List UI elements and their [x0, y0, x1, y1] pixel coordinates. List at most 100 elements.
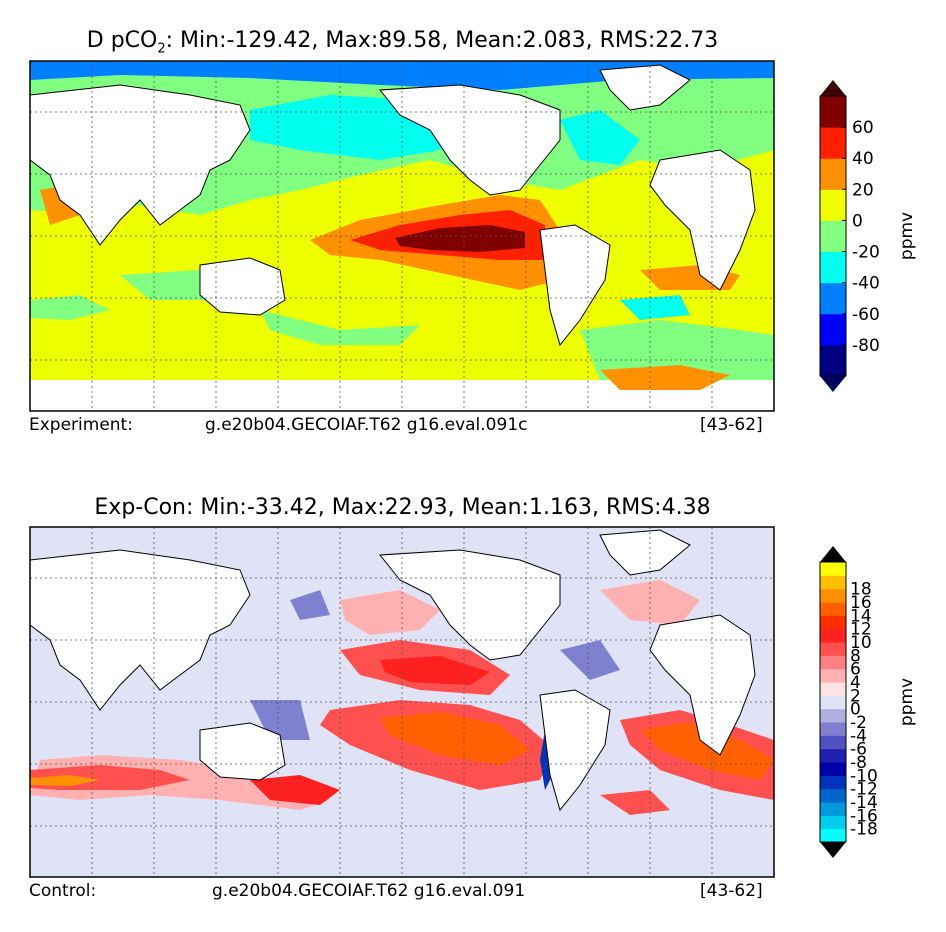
colorbar-tick-label: -2 [850, 713, 867, 733]
bottom-footer-left: Control: [29, 881, 97, 901]
north-pacific-darkred [380, 656, 490, 685]
colorbar-tick-label: 4 [850, 673, 861, 693]
colorbar-tick-label: -10 [850, 766, 878, 786]
colorbar-bin [820, 96, 846, 128]
gulf-blue [560, 640, 620, 680]
bottom-footer-right: [43-62] [700, 881, 763, 901]
colorbar-bin [820, 802, 846, 816]
colorbar-tick-label: -80 [852, 336, 880, 356]
north-atlantic-cyan [560, 110, 640, 165]
top-footer-right: [43-62] [700, 415, 763, 435]
colorbar-bin [820, 775, 846, 790]
bottom-plot-title: Exp-Con: Min:-33.42, Max:22.93, Mean:1.1… [94, 495, 711, 520]
colorbar-extend-high [820, 80, 846, 96]
colorbar-tick-label: 14 [850, 606, 872, 626]
south-atlantic-green [580, 320, 774, 380]
colorbar-bin [820, 562, 846, 576]
colorbar-bin [820, 695, 846, 710]
colorbar-bin [820, 655, 846, 670]
colorbar-tick-label: 60 [852, 118, 874, 138]
colorbar-extend-high [820, 546, 846, 562]
top-footer-center: g.e20b04.GECOIAF.T62 g16.eval.091c [205, 415, 528, 435]
africa [649, 614, 756, 756]
tasman-red [250, 775, 340, 805]
south-pacific-green [260, 310, 420, 345]
colorbar-bin [820, 220, 846, 253]
colorbar-tick-label: 6 [850, 660, 861, 680]
colorbar-bin [820, 602, 846, 616]
top-map-frame [29, 60, 775, 412]
eurasia [30, 84, 251, 246]
argentine-red [600, 790, 670, 815]
colorbar-bin [820, 828, 846, 843]
colorbar-bin [820, 251, 846, 284]
colorbar-units-label: ppmv [897, 678, 917, 726]
okhotsk-blue [290, 590, 330, 620]
greenland [599, 64, 691, 111]
colorbar-tick-label: -18 [850, 820, 878, 840]
greenland [599, 529, 691, 576]
top-graticule [30, 61, 774, 411]
top-footer-left: Experiment: [29, 415, 133, 435]
south-america [539, 224, 611, 347]
colorbar-bin [820, 762, 846, 776]
colorbar-bin [820, 668, 846, 683]
north-america [379, 84, 561, 196]
colorbar-tick-label: 16 [850, 593, 872, 613]
continents [30, 64, 756, 347]
colorbar-extend-low [820, 842, 846, 858]
arctic-blue [30, 61, 774, 90]
colorbar-tick-label: 8 [850, 646, 861, 666]
south-america [539, 689, 611, 812]
colorbar-bin [820, 282, 846, 315]
weddell-orange [600, 365, 730, 390]
colorbar-bin [820, 735, 846, 750]
equatorial-darkred [395, 225, 525, 252]
colorbar-tick-label: -12 [850, 780, 878, 800]
colorbar-tick-label: -4 [850, 726, 867, 746]
south-indian-orange [30, 775, 100, 786]
colorbar-bin [820, 748, 846, 763]
colorbar-bin [820, 615, 846, 630]
eurasia [30, 549, 251, 711]
pacific-orange [380, 712, 530, 765]
colorbar-tick-label: 18 [850, 580, 872, 600]
title-subscript: 2 [157, 41, 166, 57]
colorbar-bin [820, 722, 846, 736]
colorbar-units-label: ppmv [897, 212, 917, 260]
colorbar-tick-label: -6 [850, 740, 867, 760]
colorbar-tick-label: -14 [850, 793, 878, 813]
title-stats: : Min:-129.42, Max:89.58, Mean:2.083, RM… [165, 28, 719, 53]
colorbar-tick-label: -20 [852, 243, 880, 263]
colorbar-outline [819, 561, 847, 843]
colorbar-bin [820, 788, 846, 803]
colorbar-bin [820, 708, 846, 723]
colorbar-bin [820, 189, 846, 221]
atlantic-orange [640, 722, 774, 780]
colorbar-tick-label: -40 [852, 274, 880, 294]
colorbar-tick-label: -8 [850, 753, 867, 773]
continents-bottom [30, 529, 756, 812]
colorbar-tick-label: -60 [852, 305, 880, 325]
colorbar-outline [819, 95, 847, 377]
south-atlantic-cyan [620, 295, 690, 320]
colorbar-extend-low [820, 376, 846, 392]
colorbar-bin [820, 313, 846, 346]
colorbar-tick-label: -16 [850, 806, 878, 826]
south-indian-green [30, 295, 110, 320]
colorbar-bin [820, 628, 846, 643]
top-plot-title: D pCO2: Min:-129.42, Max:89.58, Mean:2.0… [0, 28, 805, 56]
bottom-footer-center: g.e20b04.GECOIAF.T62 g16.eval.091 [212, 881, 526, 901]
bottom-graticule [30, 527, 774, 877]
kuroshio-pink [340, 590, 440, 635]
colorbar-bin [820, 642, 846, 656]
colorbar-tick-label: 40 [852, 149, 874, 169]
title-prefix: D pCO [86, 28, 158, 53]
colorbar-bin [820, 127, 846, 159]
africa [649, 149, 756, 291]
colorbar-tick-label: 0 [852, 211, 863, 231]
colorbar-tick-label: 0 [850, 700, 861, 720]
colorbar-bin [820, 588, 846, 603]
colorbar-bin [820, 682, 846, 696]
